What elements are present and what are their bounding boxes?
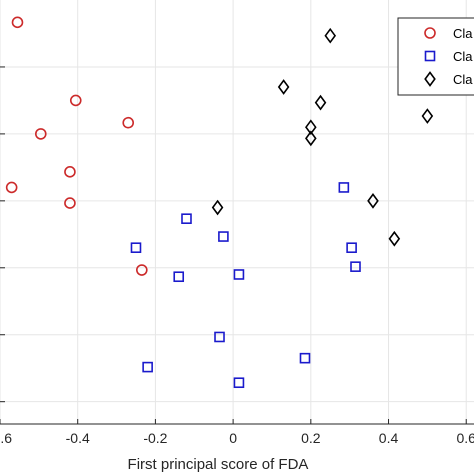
data-point-square bbox=[173, 271, 185, 283]
axes bbox=[0, 66, 474, 425]
data-point-square bbox=[299, 352, 311, 364]
x-tick-label: 0.4 bbox=[379, 430, 399, 446]
x-tick-label: 0.2 bbox=[301, 430, 321, 446]
legend-label: Cla bbox=[453, 26, 473, 41]
data-point-square bbox=[130, 242, 142, 254]
x-tick-label: -0.2 bbox=[143, 430, 167, 446]
data-point-square bbox=[214, 331, 225, 343]
data-point-circle bbox=[136, 264, 148, 276]
legend-label: Cla bbox=[453, 72, 473, 87]
data-point-diamond bbox=[305, 130, 317, 147]
data-point-square bbox=[181, 213, 192, 224]
data-point-circle bbox=[122, 116, 135, 129]
x-tick-label: 0.6 bbox=[456, 430, 474, 446]
data-point-square bbox=[338, 182, 350, 193]
x-tick-label: -0.6 bbox=[0, 430, 12, 446]
data-point-circle bbox=[64, 166, 76, 178]
legend-marker-diamond bbox=[424, 71, 436, 87]
data-point-circle bbox=[69, 94, 82, 107]
x-tick-labels: -0.6 -0.4 -0.2 0 0.2 0.4 0.6 bbox=[0, 430, 474, 446]
data-point-diamond bbox=[314, 94, 327, 111]
data-point-diamond bbox=[277, 79, 290, 95]
legend-label: Cla bbox=[453, 49, 473, 64]
data-point-square bbox=[218, 231, 229, 242]
data-point-circle bbox=[34, 128, 47, 140]
data-point-diamond bbox=[367, 192, 379, 209]
legend-box bbox=[397, 17, 474, 96]
data-point-diamond bbox=[388, 230, 401, 247]
x-tick-label: -0.4 bbox=[66, 430, 90, 446]
x-axis-title: First principal score of FDA bbox=[128, 456, 309, 473]
data-point-square bbox=[233, 269, 245, 280]
x-tick-label: 0 bbox=[229, 430, 237, 446]
legend: Cla Cla Cla bbox=[397, 17, 474, 96]
data-point-square bbox=[350, 261, 361, 272]
plot-area bbox=[0, 0, 474, 424]
data-point-diamond bbox=[421, 108, 434, 124]
data-point-circle bbox=[5, 181, 18, 194]
data-point-diamond bbox=[324, 27, 337, 44]
data-point-square bbox=[233, 377, 245, 389]
data-point-diamond bbox=[211, 199, 224, 216]
data-point-circle bbox=[64, 197, 76, 209]
data-points bbox=[5, 16, 434, 389]
data-point-square bbox=[346, 242, 357, 254]
data-point-square bbox=[142, 361, 153, 373]
data-point-diamond bbox=[305, 119, 317, 136]
legend-marker-square bbox=[424, 50, 436, 62]
legend-marker-circle bbox=[424, 27, 436, 39]
data-point-circle bbox=[11, 16, 24, 29]
